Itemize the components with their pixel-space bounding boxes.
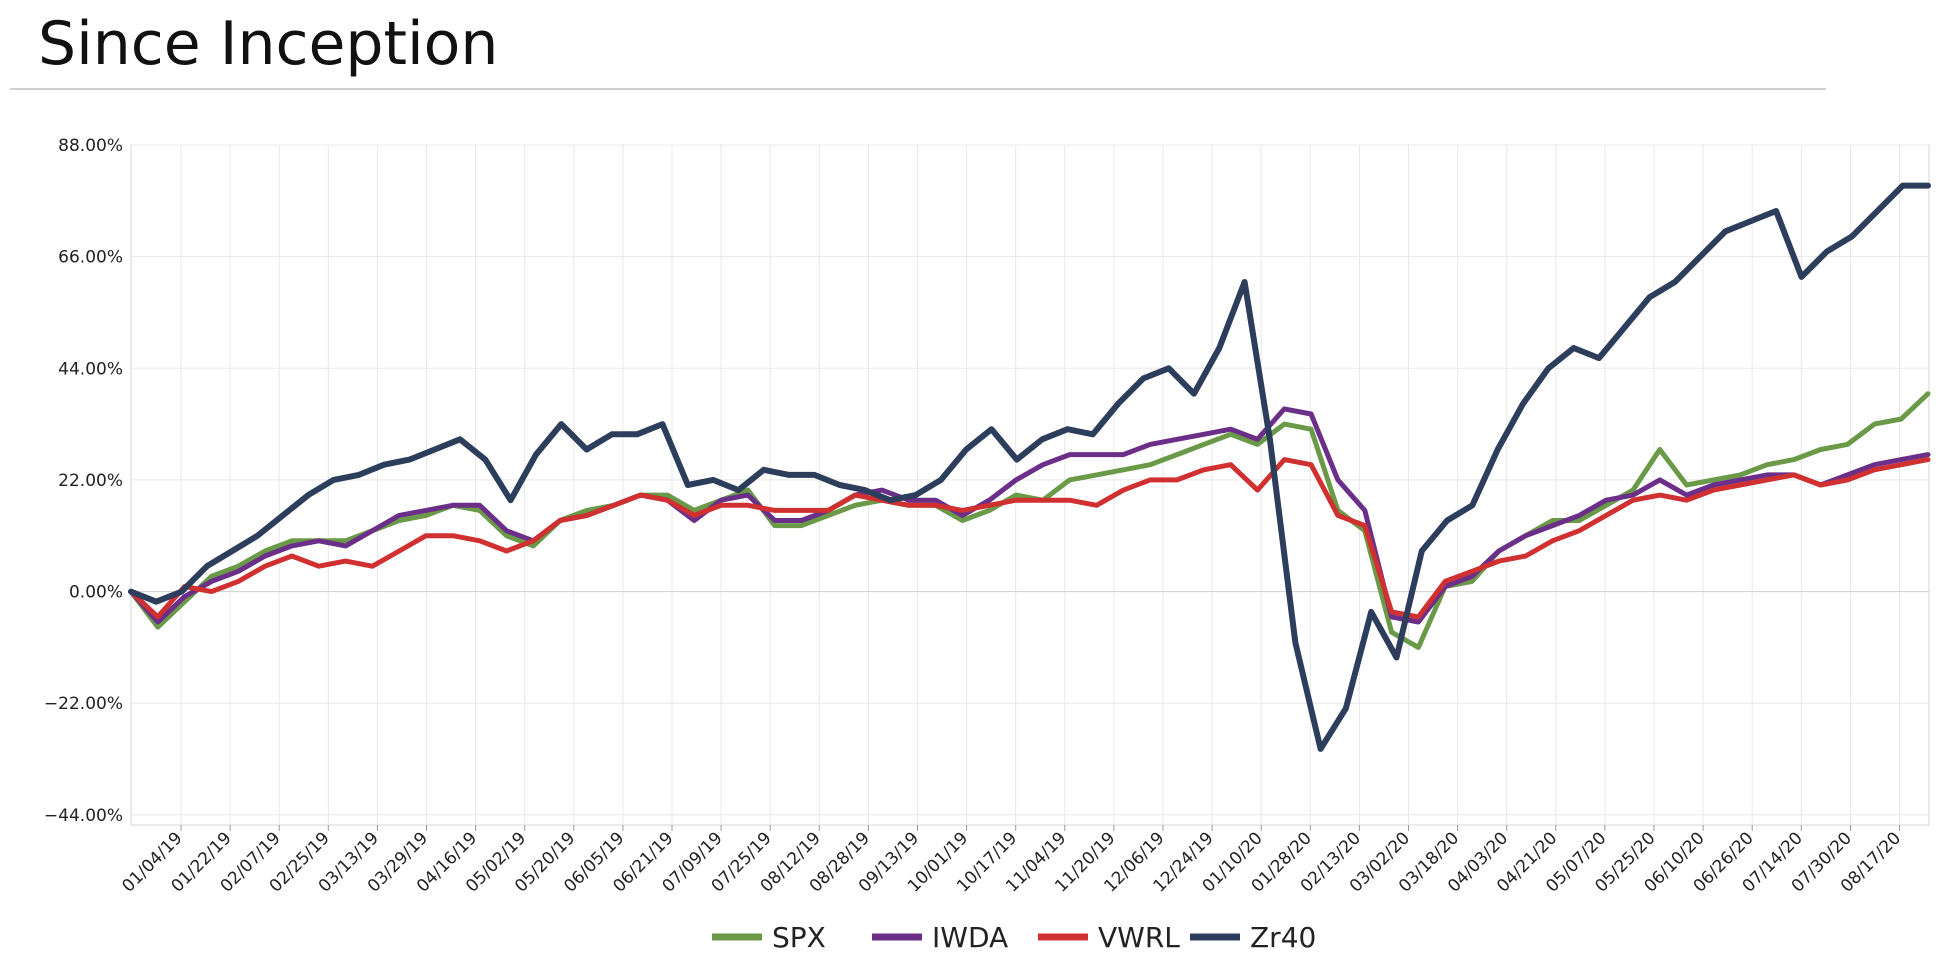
y-tick-label: 88.00% [58, 136, 123, 156]
series-line-spx [128, 391, 1931, 650]
y-tick-label: 22.00% [58, 471, 123, 491]
y-tick-label: −44.00% [44, 806, 123, 826]
page-title: Since Inception [38, 9, 499, 79]
y-tick-label: 0.00% [69, 583, 123, 603]
y-tick-label: 66.00% [58, 248, 123, 268]
legend-label-zr40: Zr40 [1250, 921, 1316, 954]
y-tick-label: 44.00% [58, 359, 123, 379]
legend-label-iwda: IWDA [932, 921, 1008, 954]
title-divider [10, 88, 1826, 90]
plot-area [130, 144, 1930, 826]
series-line-vwrl [128, 457, 1931, 620]
legend-label-vwrl: VWRL [1098, 921, 1180, 954]
legend-label-spx: SPX [772, 921, 826, 954]
series-line-iwda [128, 406, 1931, 625]
series-line-zr40 [128, 182, 1931, 752]
y-tick-label: −22.00% [44, 694, 123, 714]
